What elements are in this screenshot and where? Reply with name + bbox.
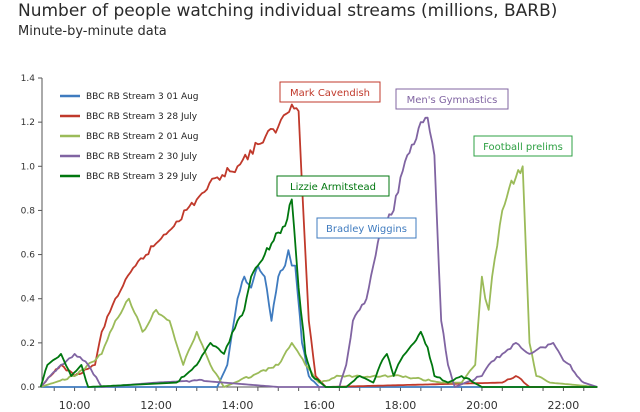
x-tick-label: 10:00 (59, 399, 91, 412)
y-tick-label: 0.6 (21, 251, 36, 261)
series-line-0 (40, 249, 598, 388)
legend-label: BBC RB Stream 3 01 Aug (86, 92, 199, 102)
x-tick-label: 12:00 (140, 399, 172, 412)
legend-label: BBC RB Stream 3 29 July (86, 172, 198, 182)
y-tick-label: 0.0 (21, 383, 36, 393)
annotation-box (473, 135, 573, 157)
chart-legend: BBC RB Stream 3 01 Aug BBC RB Stream 3 28… (60, 92, 199, 182)
y-tick-label: 0.8 (21, 206, 36, 216)
chart-title: Number of people watching individual str… (18, 1, 558, 21)
y-tick-label: 1.2 (21, 118, 35, 128)
annotation-box (316, 217, 417, 239)
legend-label: BBC RB Stream 3 28 July (86, 112, 198, 122)
y-tick-label: 0.4 (21, 295, 36, 305)
x-tick-label: 14:00 (222, 399, 254, 412)
x-tick-label: 18:00 (385, 399, 417, 412)
legend-label: BBC RB Stream 2 01 Aug (86, 132, 199, 142)
x-tick-label: 20:00 (466, 399, 498, 412)
annotation-label: Mark Cavendish (290, 88, 370, 99)
y-tick-label: 0.2 (21, 339, 35, 349)
annotation-box (276, 175, 390, 197)
x-tick-label: 16:00 (303, 399, 335, 412)
series-line-2 (40, 165, 598, 388)
annotation-label: Bradley Wiggins (326, 224, 407, 235)
y-tick-label: 1.0 (21, 162, 36, 172)
y-tick-label: 1.4 (21, 74, 36, 84)
legend-label: BBC RB Stream 2 30 July (86, 152, 198, 162)
series-line-4 (39, 198, 598, 388)
chart-series (39, 103, 598, 388)
x-tick-label: 22:00 (548, 399, 580, 412)
annotation-label: Football prelims (483, 142, 563, 153)
annotation-box (279, 81, 381, 103)
annotation-box (395, 88, 509, 110)
annotation-label: Men's Gymnastics (407, 95, 498, 106)
chart-annotations: Mark Cavendish Men's Gymnastics Football p… (276, 81, 573, 239)
annotation-label: Lizzie Armitstead (290, 182, 376, 193)
chart-subtitle: Minute-by-minute data (18, 24, 167, 39)
